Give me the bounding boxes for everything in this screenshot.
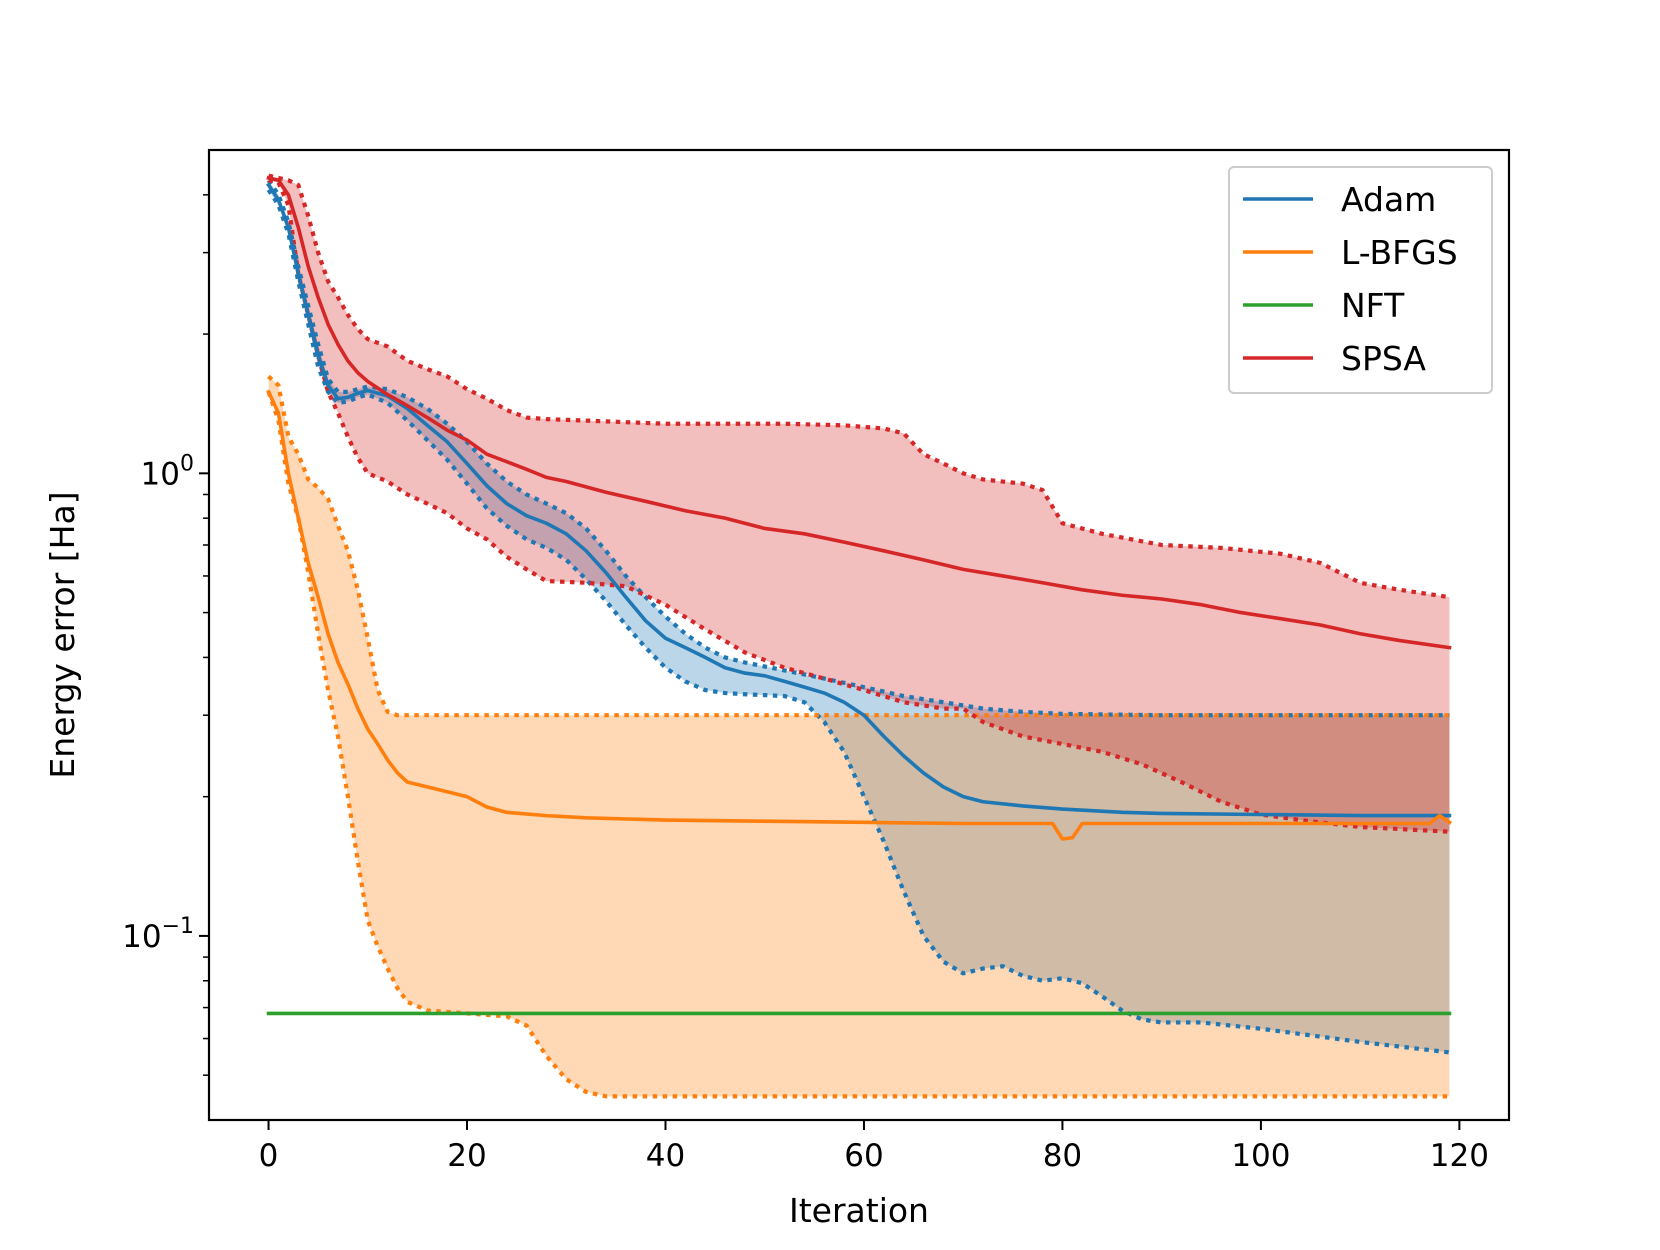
y-tick-label: 10−1 xyxy=(122,914,194,955)
x-tick-label: 20 xyxy=(447,1138,486,1174)
legend-label-l-bfgs: L-BFGS xyxy=(1341,233,1458,272)
legend-label-spsa: SPSA xyxy=(1341,339,1426,378)
plot-frame xyxy=(207,148,1511,1122)
mean-lines xyxy=(266,175,1452,1016)
legend-label-nft: NFT xyxy=(1341,286,1405,325)
x-tick-label: 40 xyxy=(646,1138,685,1174)
l-bfgs-upper-bound-line xyxy=(267,374,1450,718)
bound-lines xyxy=(266,173,1450,1099)
adam-mean-line xyxy=(266,182,1452,818)
x-tick-label: 120 xyxy=(1430,1138,1489,1174)
legend-label-adam: Adam xyxy=(1341,180,1436,219)
x-axis-label: Iteration xyxy=(789,1191,929,1230)
x-tick-label: 100 xyxy=(1231,1138,1290,1174)
adam-band xyxy=(268,180,1450,1053)
y-tick-label: 100 xyxy=(141,451,194,492)
x-axis: 0 20 40 60 80 100 120 xyxy=(259,1120,1489,1174)
l-bfgs-mean-line xyxy=(266,389,1452,841)
x-tick-label: 0 xyxy=(259,1138,279,1174)
legend-box xyxy=(1228,166,1493,394)
x-tick-label: 60 xyxy=(844,1138,883,1174)
x-tick-label: 80 xyxy=(1043,1138,1082,1174)
l-bfgs-lower-bound-line xyxy=(266,391,1450,1099)
adam-lower-bound-line xyxy=(266,188,1450,1055)
spsa-upper-bound-line xyxy=(268,173,1450,600)
confidence-bands xyxy=(268,175,1450,1097)
y-axis-label: Energy error [Ha] xyxy=(43,491,82,778)
spsa-lower-bound-line xyxy=(268,178,1450,834)
legend: Adam L-BFGS NFT SPSA xyxy=(1228,166,1493,394)
spsa-mean-line xyxy=(266,175,1452,650)
l-bfgs-band xyxy=(268,376,1450,1097)
y-axis: 100 10−1 xyxy=(122,194,209,1076)
spsa-band xyxy=(268,175,1450,832)
